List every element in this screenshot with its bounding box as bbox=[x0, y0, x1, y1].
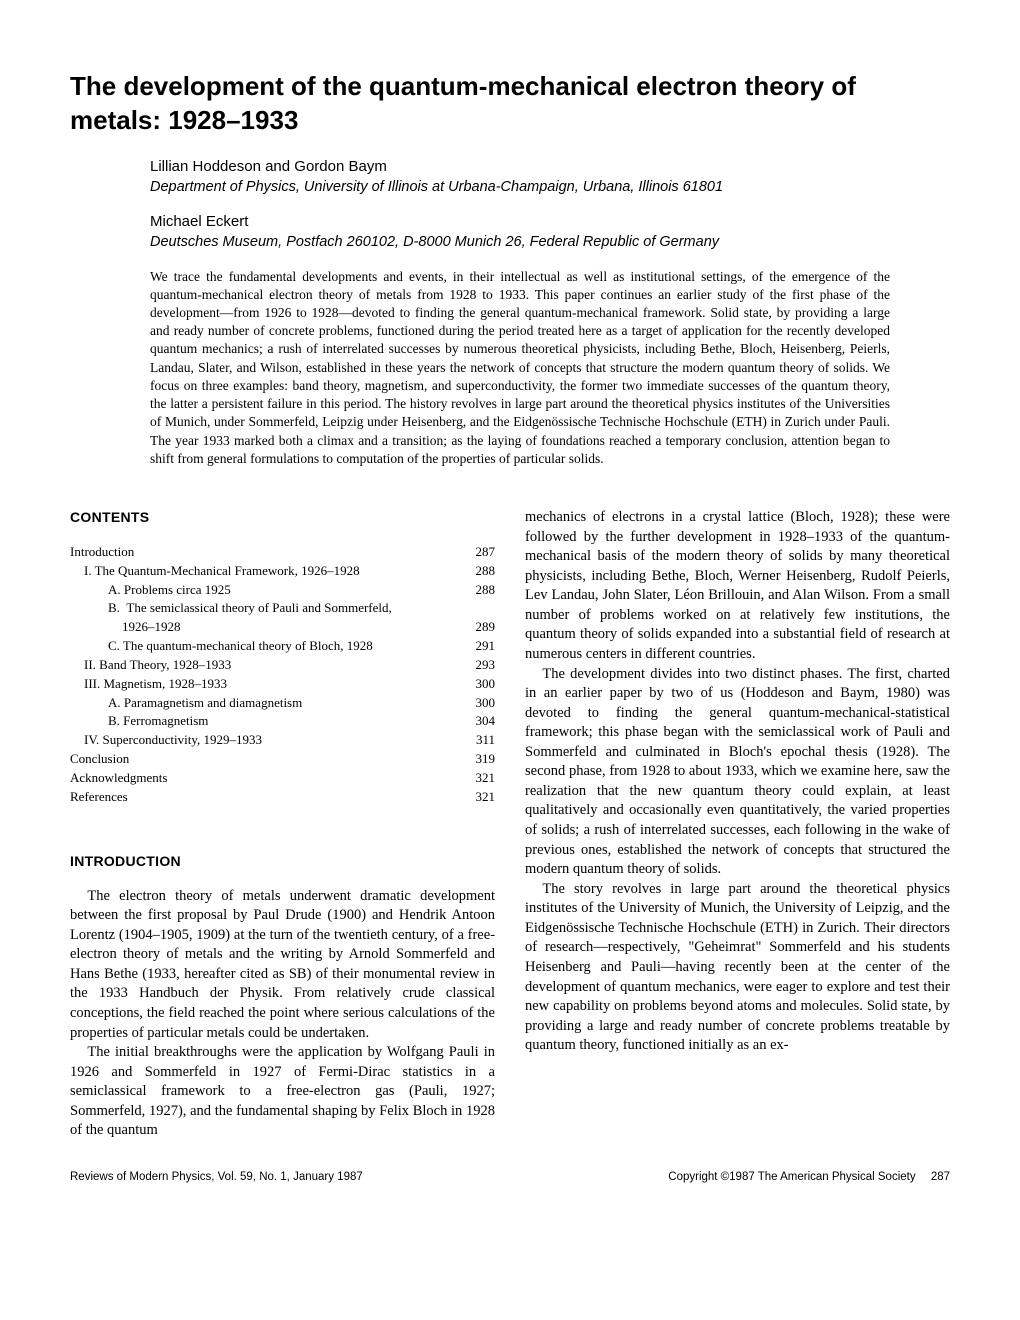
contents-row: A. Problems circa 1925 288 bbox=[70, 581, 495, 600]
affiliation-1: Department of Physics, University of Ill… bbox=[150, 179, 950, 195]
contents-page: 300 bbox=[465, 694, 495, 713]
contents-page: 291 bbox=[465, 637, 495, 656]
contents-page: 287 bbox=[465, 543, 495, 562]
contents-page: 293 bbox=[465, 656, 495, 675]
contents-row: Acknowledgments 321 bbox=[70, 769, 495, 788]
contents-table: Introduction 287 I. The Quantum-Mechanic… bbox=[70, 543, 495, 807]
two-column-body: CONTENTS Introduction 287 I. The Quantum… bbox=[70, 508, 950, 1141]
contents-heading: CONTENTS bbox=[70, 508, 495, 527]
contents-page: 321 bbox=[465, 769, 495, 788]
body-paragraph: mechanics of electrons in a crystal latt… bbox=[525, 508, 950, 665]
footer-left: Reviews of Modern Physics, Vol. 59, No. … bbox=[70, 1171, 363, 1183]
contents-row: 1926–1928 289 bbox=[70, 618, 495, 637]
contents-label: C. The quantum-mechanical theory of Bloc… bbox=[70, 637, 465, 656]
contents-row: A. Paramagnetism and diamagnetism 300 bbox=[70, 694, 495, 713]
contents-row: C. The quantum-mechanical theory of Bloc… bbox=[70, 637, 495, 656]
contents-label: References bbox=[70, 788, 465, 807]
page: The development of the quantum-mechanica… bbox=[0, 0, 1020, 1213]
footer-copyright: Copyright ©1987 The American Physical So… bbox=[668, 1171, 915, 1183]
contents-label: A. Paramagnetism and diamagnetism bbox=[70, 694, 465, 713]
intro-paragraph-1: The electron theory of metals underwent … bbox=[70, 887, 495, 1044]
contents-label: III. Magnetism, 1928–1933 bbox=[70, 675, 465, 694]
contents-page: 289 bbox=[465, 618, 495, 637]
contents-label: A. Problems circa 1925 bbox=[70, 581, 465, 600]
author-block-1: Lillian Hoddeson and Gordon Baym Departm… bbox=[70, 158, 950, 195]
contents-row: IV. Superconductivity, 1929–1933 311 bbox=[70, 731, 495, 750]
author-block-2: Michael Eckert Deutsches Museum, Postfac… bbox=[70, 213, 950, 250]
contents-page: 288 bbox=[465, 562, 495, 581]
contents-label: Acknowledgments bbox=[70, 769, 465, 788]
contents-page: 304 bbox=[465, 712, 495, 731]
contents-label: IV. Superconductivity, 1929–1933 bbox=[70, 731, 465, 750]
contents-row: I. The Quantum-Mechanical Framework, 192… bbox=[70, 562, 495, 581]
affiliation-2: Deutsches Museum, Postfach 260102, D-800… bbox=[150, 234, 950, 250]
contents-page: 288 bbox=[465, 581, 495, 600]
contents-label: 1926–1928 bbox=[70, 618, 465, 637]
contents-row: Introduction 287 bbox=[70, 543, 495, 562]
body-paragraph: The development divides into two distinc… bbox=[525, 665, 950, 880]
page-footer: Reviews of Modern Physics, Vol. 59, No. … bbox=[70, 1171, 950, 1183]
right-column: mechanics of electrons in a crystal latt… bbox=[525, 508, 950, 1141]
contents-label: B. Ferromagnetism bbox=[70, 712, 465, 731]
contents-page bbox=[465, 599, 495, 618]
contents-label: II. Band Theory, 1928–1933 bbox=[70, 656, 465, 675]
contents-label: Introduction bbox=[70, 543, 465, 562]
contents-page: 300 bbox=[465, 675, 495, 694]
contents-row: B. Ferromagnetism 304 bbox=[70, 712, 495, 731]
abstract: We trace the fundamental developments an… bbox=[150, 268, 890, 468]
authors-2: Michael Eckert bbox=[150, 213, 950, 230]
contents-row: References 321 bbox=[70, 788, 495, 807]
article-title: The development of the quantum-mechanica… bbox=[70, 70, 950, 138]
contents-label: B. The semiclassical theory of Pauli and… bbox=[70, 599, 465, 618]
introduction-heading: INTRODUCTION bbox=[70, 852, 495, 871]
page-number: 287 bbox=[931, 1171, 950, 1183]
contents-row: II. Band Theory, 1928–1933 293 bbox=[70, 656, 495, 675]
contents-page: 311 bbox=[465, 731, 495, 750]
left-column: CONTENTS Introduction 287 I. The Quantum… bbox=[70, 508, 495, 1141]
body-paragraph: The story revolves in large part around … bbox=[525, 880, 950, 1056]
contents-label: I. The Quantum-Mechanical Framework, 192… bbox=[70, 562, 465, 581]
authors-1: Lillian Hoddeson and Gordon Baym bbox=[150, 158, 950, 175]
contents-page: 319 bbox=[465, 750, 495, 769]
contents-page: 321 bbox=[465, 788, 495, 807]
footer-right: Copyright ©1987 The American Physical So… bbox=[668, 1171, 950, 1183]
intro-paragraph-2: The initial breakthroughs were the appli… bbox=[70, 1043, 495, 1141]
contents-label: Conclusion bbox=[70, 750, 465, 769]
contents-row: B. The semiclassical theory of Pauli and… bbox=[70, 599, 495, 618]
contents-row: Conclusion 319 bbox=[70, 750, 495, 769]
contents-row: III. Magnetism, 1928–1933 300 bbox=[70, 675, 495, 694]
